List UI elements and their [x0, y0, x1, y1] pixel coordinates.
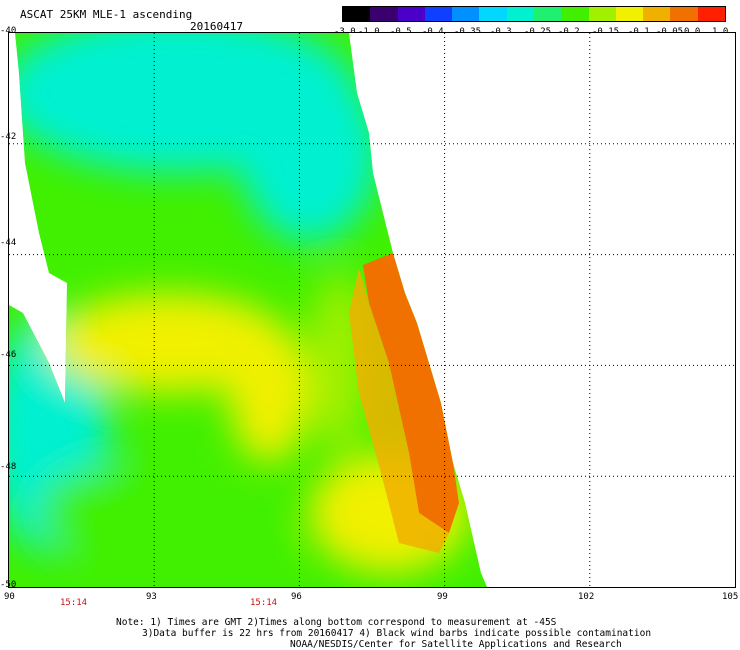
y-tick-label: -40 [0, 26, 17, 36]
y-tick-label: -44 [0, 238, 17, 248]
legend-color-swatch [643, 7, 671, 21]
product-date: 20160417 [190, 20, 243, 33]
footnote-line-3: NOAA/NESDIS/Center for Satellite Applica… [290, 639, 622, 650]
y-tick-label: -48 [0, 462, 17, 472]
x-tick-label: 99 [437, 592, 448, 602]
legend-color-swatch [479, 7, 507, 21]
footnote-line-2: 3)Data buffer is 22 hrs from 20160417 4)… [142, 628, 652, 639]
measurement-time: 15:14 [60, 598, 88, 608]
legend-color-swatch [506, 7, 534, 21]
x-tick-label: 90 [4, 592, 15, 602]
y-tick-label: -50 [0, 580, 17, 590]
measurement-time: 15:14 [250, 598, 278, 608]
legend-color-swatch [397, 7, 425, 21]
footnote-line-1: Note: 1) Times are GMT 2)Times along bot… [116, 617, 557, 628]
legend-color-swatch [615, 7, 644, 21]
legend-color-swatch [424, 7, 453, 21]
legend-color-swatch [452, 7, 480, 21]
map-grid [9, 33, 735, 587]
legend-color-swatch [370, 7, 398, 21]
legend-color-swatch [670, 7, 698, 21]
legend-color-swatch [588, 7, 616, 21]
y-tick-label: -46 [0, 350, 17, 360]
legend-color-swatch [561, 7, 589, 21]
wind-swath [9, 33, 487, 587]
map-plot-area[interactable] [8, 32, 736, 588]
legend-color-swatch [533, 7, 562, 21]
x-tick-label: 93 [146, 592, 157, 602]
x-tick-label: 105 [722, 592, 739, 602]
color-legend-bar [342, 6, 726, 22]
legend-color-swatch [343, 7, 371, 21]
x-tick-label: 102 [578, 592, 595, 602]
legend-color-swatch [697, 7, 725, 21]
y-tick-label: -42 [0, 132, 17, 142]
product-title: ASCAT 25KM MLE-1 ascending [20, 8, 193, 21]
x-tick-label: 96 [291, 592, 302, 602]
